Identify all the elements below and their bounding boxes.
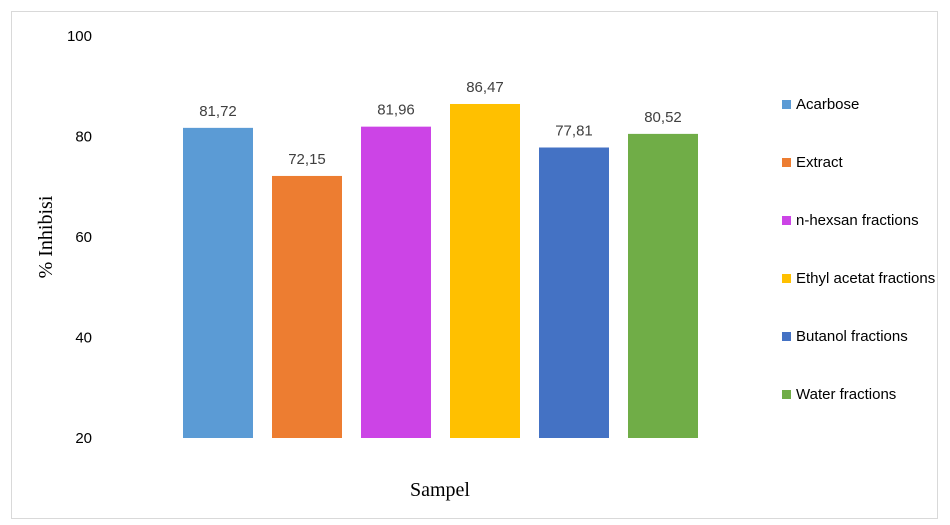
y-tick-label: 100	[67, 28, 92, 45]
y-tick-label: 20	[75, 430, 92, 447]
data-label: 77,81	[555, 123, 593, 140]
y-tick-label: 60	[75, 229, 92, 246]
bar	[450, 103, 520, 438]
data-label: 80,52	[644, 109, 682, 126]
data-labels: 81,72 72,15 81,96 86,47 77,81 80,52	[199, 79, 682, 168]
bars	[183, 103, 698, 439]
legend-swatch	[782, 158, 791, 167]
data-label: 81,72	[199, 103, 237, 120]
legend-swatch	[782, 216, 791, 225]
y-axis-title: % Inhibisi	[35, 195, 57, 278]
legend-label: Water fractions	[796, 386, 896, 403]
legend-label: n-hexsan fractions	[796, 212, 919, 229]
bar	[539, 147, 609, 438]
bar	[272, 175, 342, 439]
legend: Acarbose Extract n-hexsan fractions Ethyl a…	[782, 96, 935, 403]
bar	[183, 127, 253, 439]
legend-swatch	[782, 100, 791, 109]
y-tick-label: 80	[75, 129, 92, 146]
legend-swatch	[782, 274, 791, 283]
y-axis-ticks: 20 40 60 80 100	[67, 28, 92, 447]
legend-label: Acarbose	[796, 96, 859, 113]
data-label: 72,15	[288, 151, 326, 168]
y-tick-label: 40	[75, 330, 92, 347]
legend-label: Ethyl acetat fractions	[796, 270, 935, 287]
x-axis-title: Sampel	[410, 479, 470, 501]
legend-label: Extract	[796, 154, 844, 171]
data-label: 81,96	[377, 102, 415, 119]
legend-swatch	[782, 332, 791, 341]
bar	[628, 133, 698, 438]
data-label: 86,47	[466, 79, 504, 96]
bar	[361, 126, 431, 438]
legend-label: Butanol fractions	[796, 328, 908, 345]
legend-swatch	[782, 390, 791, 399]
